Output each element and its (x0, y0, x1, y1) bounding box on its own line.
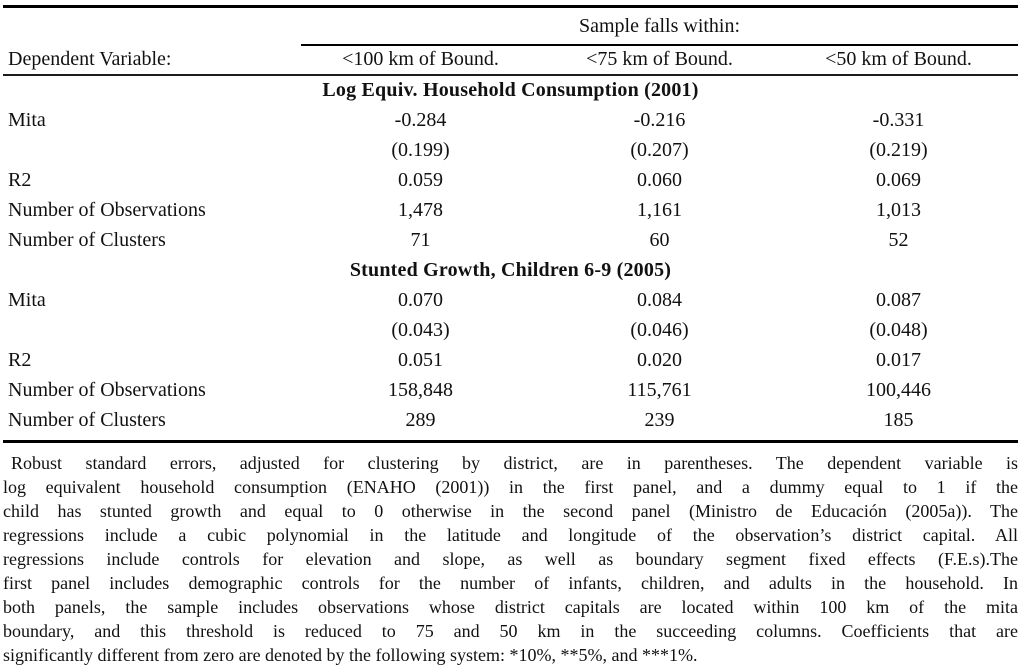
footnote-line: first panel includes demographic control… (3, 572, 1018, 593)
column-header-50km: <50 km of Bound. (825, 48, 972, 70)
row-label: Number of Clusters (8, 229, 166, 251)
cell-value: 52 (888, 229, 909, 251)
cell-value: -0.284 (394, 109, 447, 131)
column-header-dependent-variable: Dependent Variable: (8, 48, 172, 70)
column-header-row: Dependent Variable: <100 km of Bound. <7… (3, 46, 1018, 74)
footnote-line: Robust standard errors, adjusted for clu… (11, 452, 1018, 473)
header-rule (3, 73, 1018, 76)
table-row-observations-1: Number of Observations 1,478 1,161 1,013 (3, 196, 1018, 226)
table-footnote: Robust standard errors, adjusted for clu… (3, 451, 1018, 667)
row-label: R2 (8, 169, 32, 191)
table-row-observations-2: Number of Observations 158,848 115,761 1… (3, 376, 1018, 406)
footnote-line: both panels, the sample includes observa… (3, 596, 1018, 617)
cell-value: 71 (410, 229, 431, 251)
table-row-mita-2: Mita 0.070 0.084 0.087 (3, 286, 1018, 316)
cell-value: 0.070 (398, 289, 443, 311)
cell-value: (0.046) (630, 319, 689, 341)
span-header-underline (301, 44, 1018, 46)
cell-value: 0.020 (637, 349, 682, 371)
cell-value: 1,161 (637, 199, 682, 221)
cell-value: 158,848 (388, 379, 453, 401)
table-row-r2-1: R2 0.059 0.060 0.069 (3, 166, 1018, 196)
footnote-line: log equivalent household consumption (EN… (3, 476, 1018, 497)
cell-value: 239 (644, 409, 675, 431)
cell-value: 1,013 (876, 199, 921, 221)
row-label: Number of Observations (8, 379, 206, 401)
cell-value: -0.331 (872, 109, 925, 131)
cell-value: (0.199) (391, 139, 450, 161)
cell-value: 0.060 (637, 169, 682, 191)
bottom-rule (3, 439, 1018, 443)
footnote-line: boundary, and this threshold is reduced … (3, 620, 1018, 641)
cell-value: 100,446 (866, 379, 931, 401)
footnote-line: regressions include a cubic polynomial i… (3, 524, 1018, 545)
row-label: Mita (8, 289, 46, 311)
panel-title-stunted-growth: Stunted Growth, Children 6-9 (2005) (349, 259, 672, 281)
table-row-mita-1: Mita -0.284 -0.216 -0.331 (3, 106, 1018, 136)
cell-value: 289 (405, 409, 436, 431)
cell-value: 0.069 (876, 169, 921, 191)
cell-value: 60 (649, 229, 670, 251)
table-row-se-2: (0.043) (0.046) (0.048) (3, 316, 1018, 346)
table-row-r2-2: R2 0.051 0.020 0.017 (3, 346, 1018, 376)
results-table: Sample falls within: Dependent Variable:… (3, 5, 1018, 443)
row-label: Mita (8, 109, 46, 131)
cell-value: 1,478 (398, 199, 443, 221)
cell-value: 115,761 (627, 379, 692, 401)
row-label: R2 (8, 349, 32, 371)
panel-title-consumption: Log Equiv. Household Consumption (2001) (322, 79, 699, 101)
cell-value: 0.017 (876, 349, 921, 371)
footnote-line: regressions include controls for elevati… (3, 548, 1018, 569)
span-header-row: Sample falls within: (3, 8, 1018, 44)
cell-value: 0.059 (398, 169, 443, 191)
column-header-100km: <100 km of Bound. (342, 48, 499, 70)
footnote-line: child has stunted growth and equal to 0 … (3, 500, 1018, 521)
row-label: Number of Observations (8, 199, 206, 221)
table-row-clusters-2: Number of Clusters 289 239 185 (3, 406, 1018, 436)
cell-value: (0.048) (869, 319, 928, 341)
row-label: Number of Clusters (8, 409, 166, 431)
span-header-label: Sample falls within: (578, 14, 741, 37)
cell-value: 0.087 (876, 289, 921, 311)
top-rule (3, 5, 1018, 8)
cell-value: (0.043) (391, 319, 450, 341)
cell-value: -0.216 (633, 109, 686, 131)
footnote-line: significantly different from zero are de… (3, 644, 698, 665)
cell-value: 0.051 (398, 349, 443, 371)
cell-value: (0.207) (630, 139, 689, 161)
cell-value: 185 (883, 409, 914, 431)
cell-value: (0.219) (869, 139, 928, 161)
table-row-se-1: (0.199) (0.207) (0.219) (3, 136, 1018, 166)
column-header-75km: <75 km of Bound. (586, 48, 733, 70)
cell-value: 0.084 (637, 289, 682, 311)
table-row-clusters-1: Number of Clusters 71 60 52 (3, 226, 1018, 256)
